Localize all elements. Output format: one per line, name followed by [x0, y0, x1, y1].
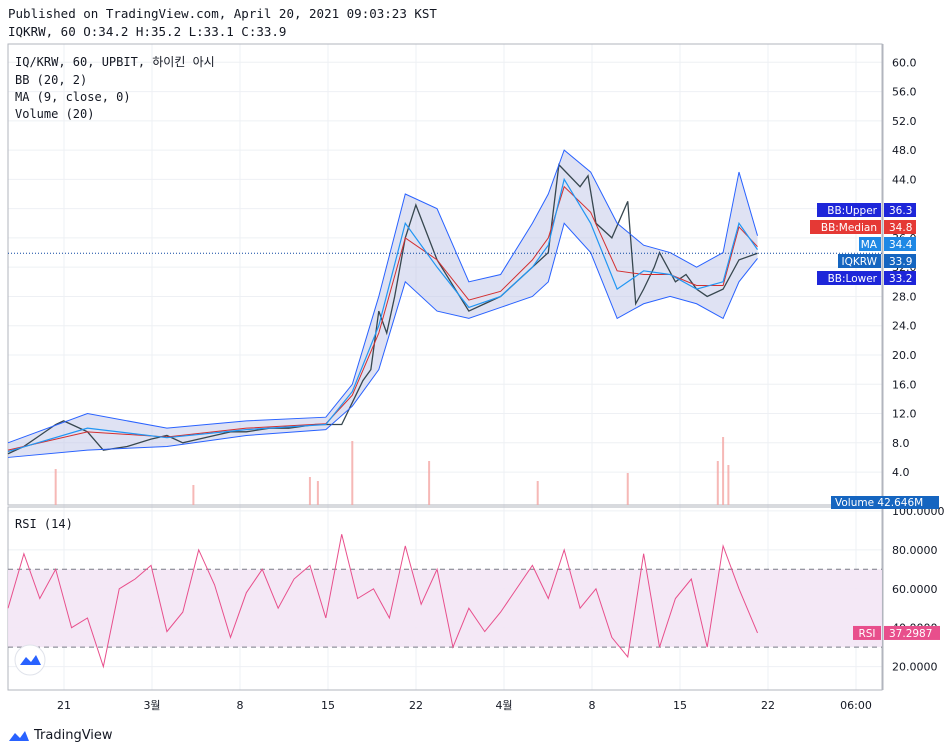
price-label-box — [884, 203, 916, 217]
published-line: Published on TradingView.com, April 20, … — [8, 6, 437, 21]
price-tick-label: 16.0 — [892, 378, 917, 391]
rsi-tick-label: 20.0000 — [892, 661, 938, 674]
legend-symbol: IQ/KRW, 60, UPBIT, 하이킨 아시 — [15, 55, 215, 69]
time-tick-label: 15 — [673, 699, 687, 712]
volume-bars — [54, 437, 730, 505]
series-line-bb-upper — [7, 149, 759, 444]
volume-bar — [316, 481, 319, 505]
series-line-iqkrw — [7, 163, 758, 455]
footer-brand: TradingView — [34, 728, 113, 743]
rsi-pane — [7, 534, 882, 669]
time-tick-label: 15 — [321, 699, 335, 712]
price-label-name: IQKRW — [842, 256, 878, 268]
bb-band-fill — [8, 150, 758, 458]
price-label-tag — [838, 254, 881, 268]
price-label-value: 33.2 — [889, 273, 912, 285]
series-line-bb-lower — [7, 222, 758, 458]
price-label-value: 34.8 — [889, 222, 912, 234]
rsi-tick-label: 60.0000 — [892, 583, 938, 596]
legend-rsi: RSI (14) — [15, 517, 73, 531]
time-tick-label: 21 — [57, 699, 71, 712]
volume-bar — [716, 461, 719, 505]
time-tick-label: 22 — [409, 699, 423, 712]
time-tick-label: 4월 — [495, 699, 512, 712]
price-tick-label: 12.0 — [892, 408, 917, 421]
price-label-value: 33.9 — [889, 256, 912, 268]
price-label-name: BB:Median — [821, 222, 877, 234]
price-label-box — [884, 254, 916, 268]
tradingview-badge-icon[interactable] — [14, 644, 46, 676]
volume-label: Volume 42.646M — [835, 497, 923, 509]
price-tick-label: 52.0 — [892, 115, 917, 128]
price-label-name: BB:Lower — [828, 273, 878, 285]
volume-bar — [727, 465, 730, 505]
series-lines — [7, 149, 882, 458]
volume-bar — [722, 437, 725, 505]
volume-bar — [626, 473, 629, 505]
series-line-bb-median — [7, 185, 758, 451]
price-label-box — [884, 237, 916, 251]
price-label-tag — [859, 237, 881, 251]
rsi-label-name: RSI — [858, 628, 875, 640]
price-label-box — [884, 220, 916, 234]
price-tick-label: 44.0 — [892, 173, 917, 186]
rsi-label-tag — [853, 625, 881, 640]
price-label-value: 34.4 — [889, 239, 913, 251]
time-tick-label: 3월 — [143, 699, 160, 712]
price-tick-label: 4.0 — [892, 466, 910, 479]
price-tick-label: 28.0 — [892, 290, 917, 303]
ohlc-line: IQKRW, 60 O:34.2 H:35.2 L:33.1 C:33.9 — [8, 24, 287, 39]
series-line-ma — [7, 177, 759, 453]
time-tick-label: 22 — [761, 699, 775, 712]
price-tick-label: 48.0 — [892, 144, 917, 157]
time-tick-label: 06:00 — [840, 699, 872, 712]
price-tick-label: 56.0 — [892, 86, 917, 99]
legend-bb: BB (20, 2) — [15, 73, 87, 87]
footer: TradingView — [8, 728, 113, 743]
price-labels: BB:Upper 36.3 BB:Median 34.8 MA 34.4 IQKRW 33.9… — [810, 203, 940, 640]
volume-bar — [428, 461, 431, 505]
bb-fill — [8, 150, 758, 458]
price-label-box — [884, 271, 916, 285]
rsi-label-value: 37.2987 — [889, 628, 932, 640]
price-label-name: MA — [861, 239, 878, 251]
volume-bar — [54, 469, 57, 505]
price-label-name: BB:Upper — [827, 205, 877, 217]
price-label-value: 36.3 — [889, 205, 912, 217]
price-tick-label: 24.0 — [892, 320, 917, 333]
volume-bar — [536, 481, 539, 505]
rsi-line — [7, 534, 758, 669]
volume-label-box — [831, 496, 939, 509]
volume-bar — [308, 477, 311, 505]
price-label-tag — [817, 271, 881, 285]
volume-bar — [351, 441, 354, 505]
price-tick-label: 8.0 — [892, 437, 910, 450]
legend-ma: MA (9, close, 0) — [15, 90, 131, 104]
rsi-tick-label: 80.0000 — [892, 544, 938, 557]
time-tick-label: 8 — [237, 699, 244, 712]
price-tick-label: 60.0 — [892, 56, 917, 69]
legend-volume: Volume (20) — [15, 107, 94, 121]
time-tick-label: 8 — [589, 699, 596, 712]
rsi-label-box — [884, 625, 940, 640]
price-label-tag — [817, 203, 881, 217]
volume-bar — [192, 485, 195, 505]
tradingview-logo-icon — [9, 730, 29, 741]
price-tick-label: 20.0 — [892, 349, 917, 362]
price-label-tag — [810, 220, 881, 234]
price-pane-border — [7, 43, 883, 506]
